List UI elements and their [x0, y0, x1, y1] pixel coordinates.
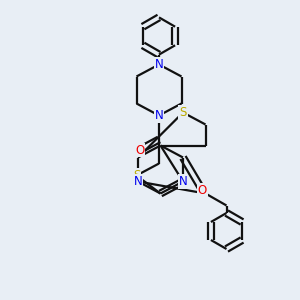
- Text: S: S: [179, 106, 187, 119]
- Text: N: N: [134, 175, 142, 188]
- Text: S: S: [133, 169, 140, 182]
- Text: O: O: [135, 143, 144, 157]
- Text: O: O: [198, 184, 207, 197]
- Text: N: N: [154, 109, 164, 122]
- Text: N: N: [154, 58, 164, 71]
- Text: N: N: [178, 175, 188, 188]
